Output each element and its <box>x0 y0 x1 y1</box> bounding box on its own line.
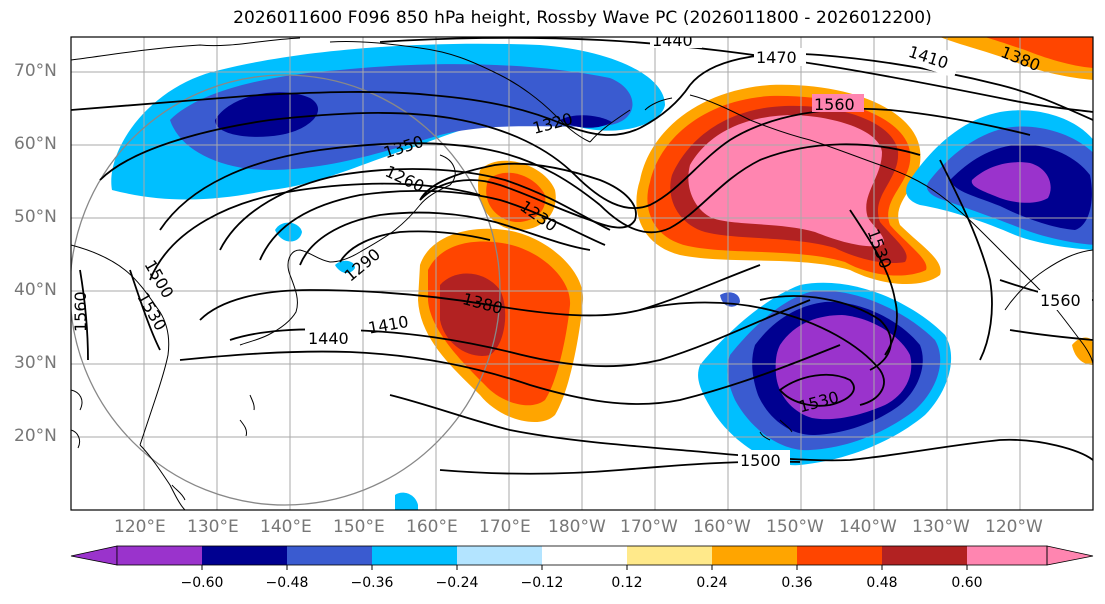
colorbar-segment <box>542 546 627 565</box>
lon-label-180w: 180°W <box>548 517 606 537</box>
colorbar-segment <box>117 546 202 565</box>
colorbar-tick-label: −0.36 <box>350 575 394 591</box>
colorbar-segment <box>287 546 372 565</box>
graticule <box>71 37 1093 510</box>
lon-label-150e: 150°E <box>333 517 385 537</box>
pos-anomaly-arctic <box>395 37 1093 510</box>
colorbar <box>70 545 1094 570</box>
colorbar-tick-label: −0.48 <box>265 575 309 591</box>
lat-label-20n: 20°N <box>14 426 57 446</box>
lon-label-160e: 160°E <box>406 517 458 537</box>
lon-label-160w: 160°W <box>693 517 751 537</box>
colorbar-segment <box>202 546 287 565</box>
colorbar-tick-label: 0.60 <box>951 575 983 591</box>
lon-label-150w: 150°W <box>766 517 824 537</box>
colorbar-segment <box>457 546 542 565</box>
lat-label-50n: 50°N <box>14 207 57 227</box>
reference-circle <box>71 74 501 506</box>
neg-anomaly-siberia <box>111 43 666 274</box>
lon-label-140w: 140°W <box>839 517 897 537</box>
colorbar-segment <box>797 546 882 565</box>
colorbar-segment <box>712 546 797 565</box>
colorbar-tick-label: −0.12 <box>520 575 564 591</box>
colorbar-segment <box>882 546 967 565</box>
contour-label: 1560 <box>814 95 855 114</box>
height-contours <box>71 37 1093 475</box>
colorbar-max-arrow <box>1046 545 1094 566</box>
lon-label-170w: 170°W <box>620 517 678 537</box>
contour-label: 1470 <box>756 48 797 67</box>
colorbar-segment <box>372 546 457 565</box>
lon-label-120e: 120°E <box>114 517 166 537</box>
lon-label-130e: 130°E <box>187 517 239 537</box>
contour-label: 1560 <box>1040 291 1081 310</box>
lon-label-120w: 120°W <box>985 517 1043 537</box>
colorbar-tick-label: 0.12 <box>611 575 643 591</box>
contour-label: 1440 <box>308 329 349 348</box>
colorbar-segment <box>627 546 712 565</box>
contour-label: 1500 <box>740 451 781 470</box>
lat-label-70n: 70°N <box>14 61 57 81</box>
colorbar-min-arrow <box>70 545 118 566</box>
colorbar-tick-label: −0.24 <box>435 575 479 591</box>
colorbar-tick-label: 0.36 <box>781 575 813 591</box>
contour-label: 1560 <box>71 291 90 332</box>
lat-label-60n: 60°N <box>14 134 57 154</box>
map-title: 2026011600 F096 850 hPa height, Rossby W… <box>233 8 932 28</box>
lon-label-170e: 170°E <box>479 517 531 537</box>
contour-label: 1440 <box>652 31 693 50</box>
colorbar-tick-label: −0.60 <box>180 575 224 591</box>
lon-label-130w: 130°W <box>912 517 970 537</box>
colorbar-tick-label: 0.48 <box>866 575 898 591</box>
lat-label-30n: 30°N <box>14 353 57 373</box>
colorbar-segment <box>967 546 1047 565</box>
lon-label-140e: 140°E <box>260 517 312 537</box>
colorbar-tick-label: 0.24 <box>696 575 728 591</box>
lat-label-40n: 40°N <box>14 280 57 300</box>
